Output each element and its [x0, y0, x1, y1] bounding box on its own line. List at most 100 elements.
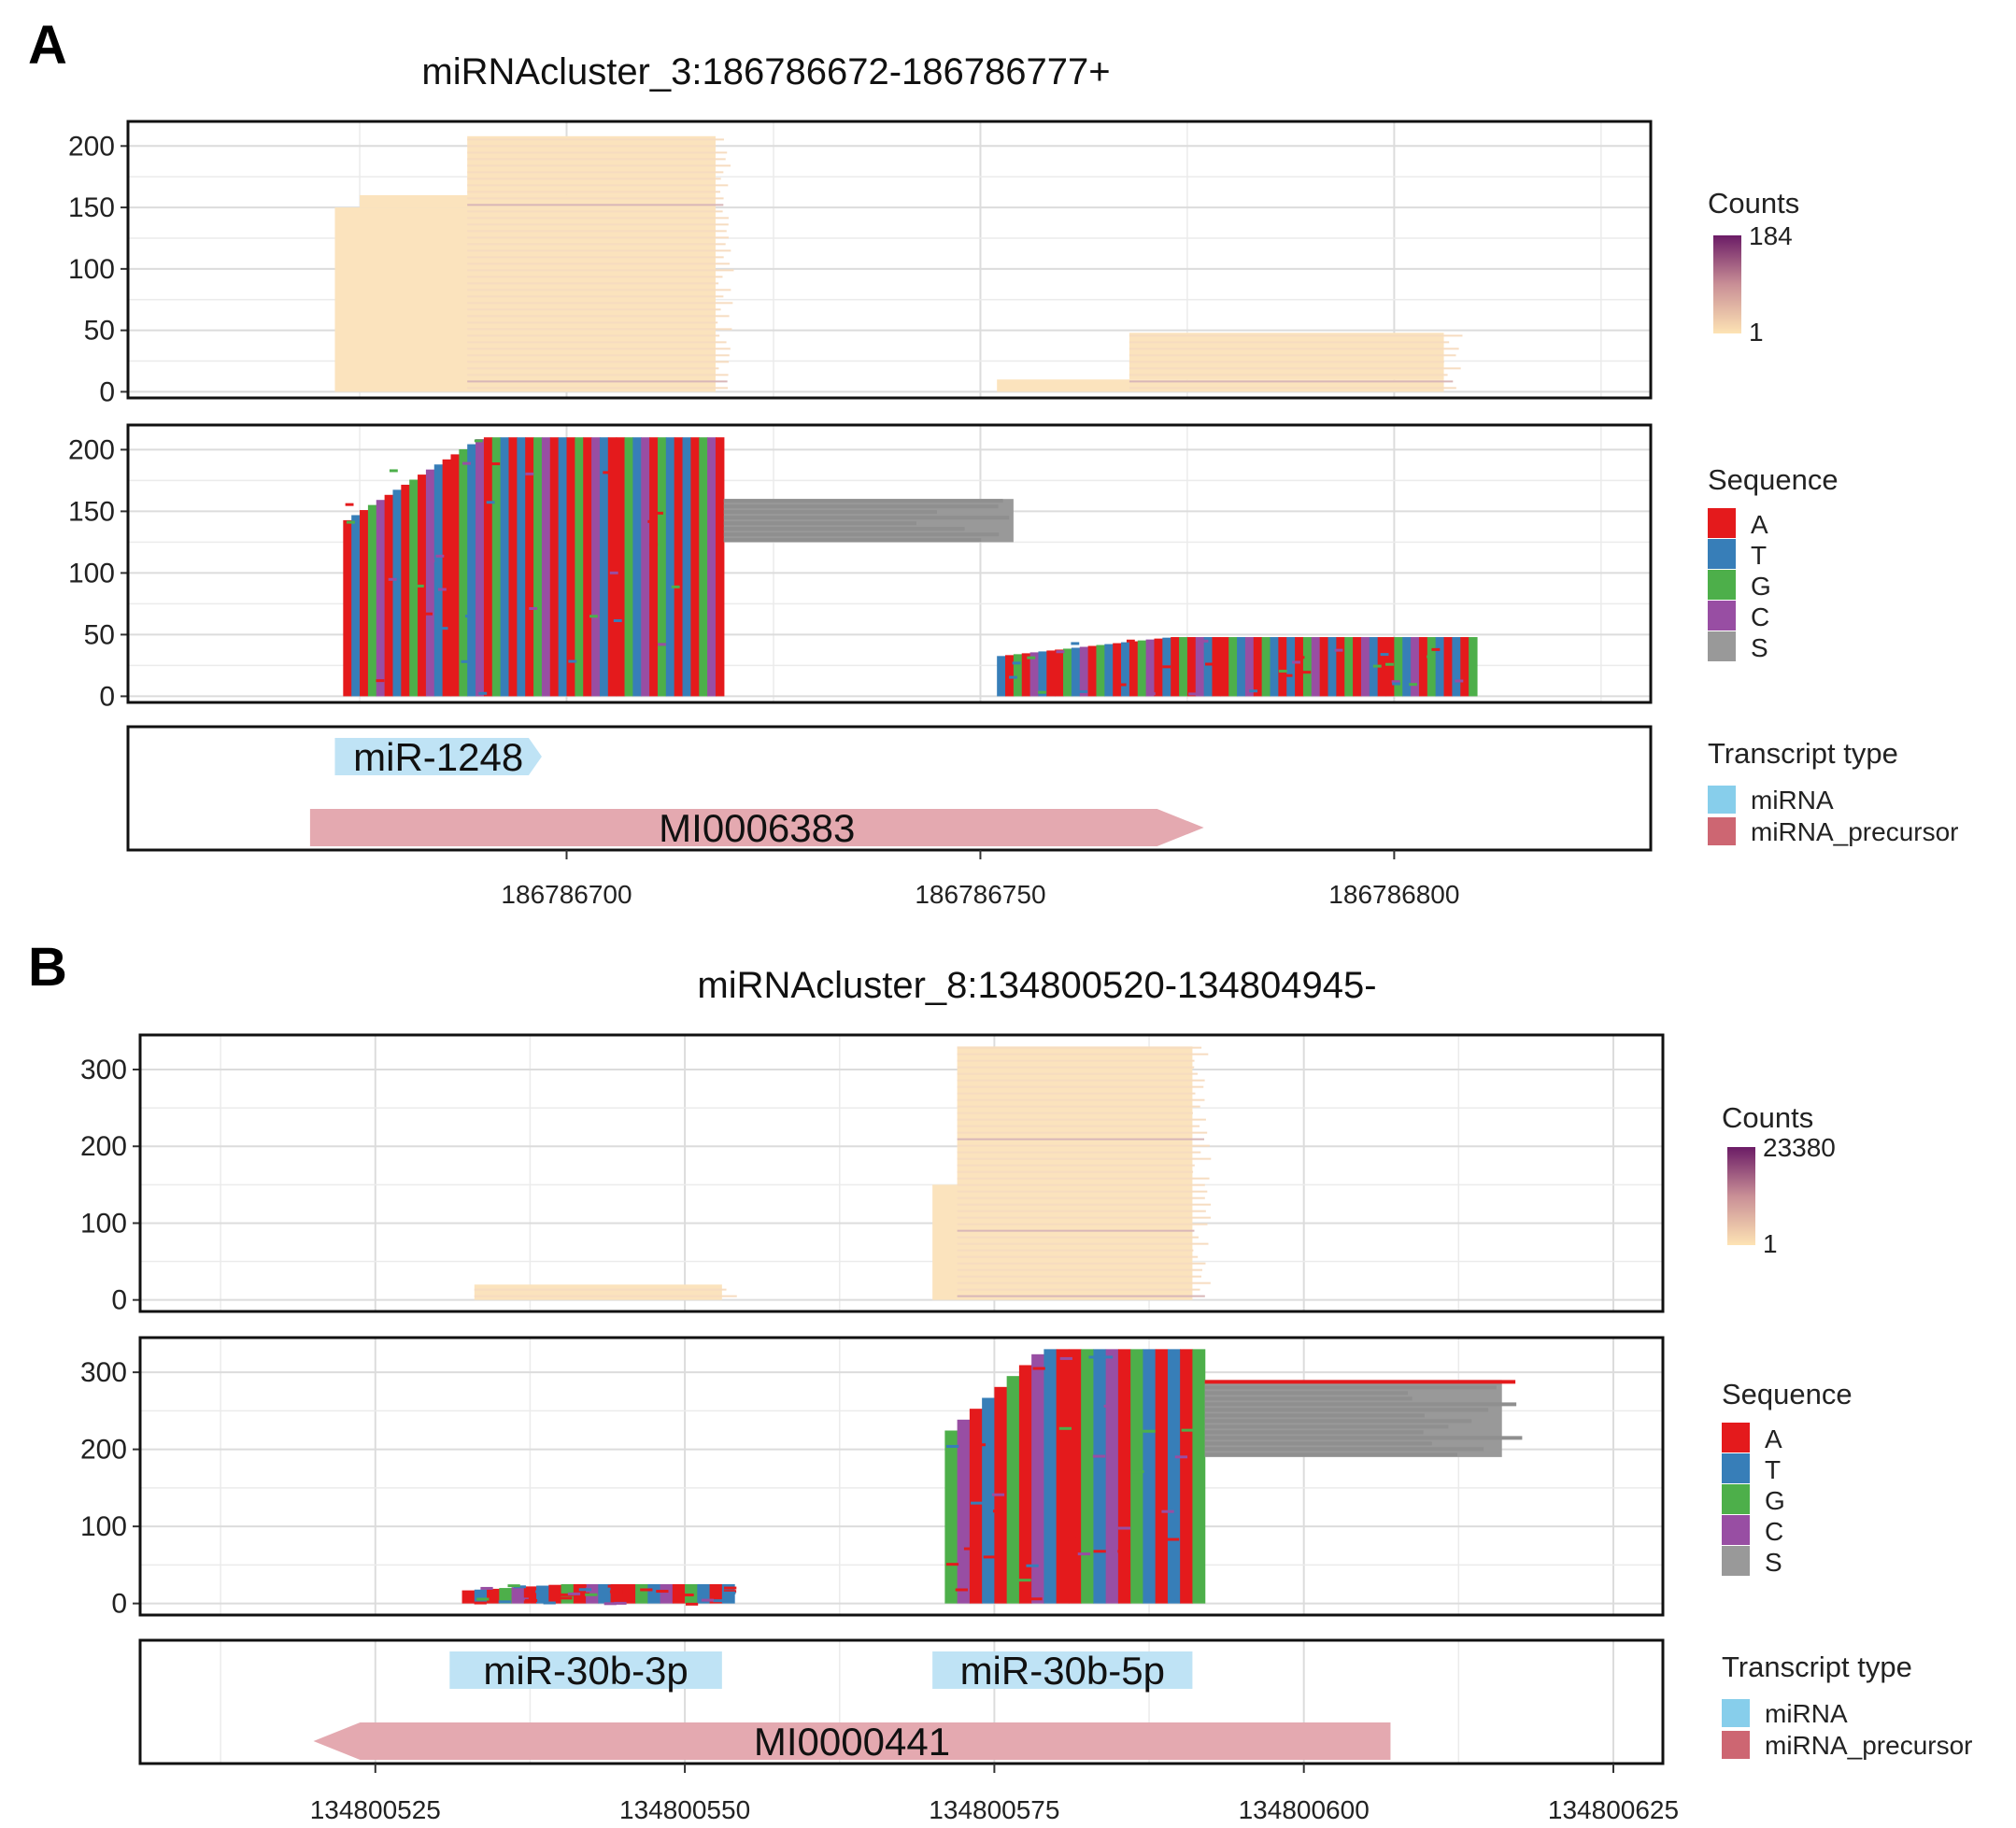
- plot-background: [140, 1338, 1663, 1615]
- panel-border: [138, 1336, 1665, 1617]
- base-column: [1228, 637, 1238, 697]
- base-column: [1167, 1349, 1181, 1604]
- sequence-cluster: [944, 1349, 1206, 1604]
- base-column: [715, 437, 725, 697]
- mismatch-mark: [723, 1591, 736, 1594]
- base-column: [1093, 1349, 1107, 1604]
- mismatch-mark: [1161, 1509, 1174, 1513]
- y-tick-label: 150: [68, 496, 115, 527]
- mismatch-mark: [1162, 665, 1171, 669]
- counts-cluster: [334, 135, 734, 392]
- x-tick-label: 134800600: [1239, 1795, 1370, 1824]
- base-column: [343, 519, 352, 697]
- mismatch-mark: [1079, 689, 1088, 693]
- mismatch-mark: [1032, 1367, 1045, 1370]
- base-column: [1261, 637, 1271, 697]
- base-column: [1038, 651, 1047, 697]
- mismatch-mark: [1392, 682, 1400, 686]
- mismatch-mark: [1117, 683, 1127, 687]
- soft-clip-read: [1204, 1430, 1424, 1435]
- base-column: [1192, 1349, 1206, 1604]
- sequence-legend-label: G: [1751, 572, 1771, 601]
- base-column: [1096, 645, 1105, 697]
- mismatch-mark: [701, 1598, 715, 1602]
- soft-clip-read: [1204, 1380, 1516, 1384]
- panel-border: [126, 120, 1653, 400]
- mismatch-mark: [585, 1593, 598, 1596]
- mismatch-mark: [535, 1590, 548, 1594]
- base-column: [1203, 637, 1214, 697]
- mirna-feature: [334, 738, 542, 775]
- mismatch-mark: [1117, 1526, 1131, 1530]
- base-column: [1043, 1349, 1058, 1604]
- mismatch-mark: [424, 612, 433, 616]
- soft-clip-read: [723, 510, 937, 515]
- transcript-legend-label: miRNA_precursor: [1751, 817, 1959, 846]
- base-column: [433, 464, 444, 697]
- base-column: [1286, 637, 1296, 697]
- y-tick-label: 300: [80, 1055, 127, 1085]
- base-column: [351, 515, 361, 697]
- base-column: [1402, 637, 1412, 697]
- mismatch-mark: [567, 1592, 581, 1595]
- sequence-legend-swatch: [1708, 570, 1736, 600]
- feature-label: miR-1248: [353, 735, 523, 779]
- sequence-legend-label: A: [1751, 510, 1768, 539]
- mismatch-mark: [1026, 1564, 1039, 1567]
- base-column: [598, 1584, 612, 1604]
- base-column: [566, 437, 575, 697]
- soft-clip-read: [1204, 1408, 1489, 1412]
- mismatch-mark: [507, 1584, 520, 1588]
- base-column: [1055, 649, 1064, 697]
- base-column: [376, 500, 386, 697]
- sequence-legend-title: Sequence: [1722, 1378, 1853, 1410]
- y-tick-label: 0: [111, 1589, 127, 1620]
- mismatch-mark: [1205, 662, 1214, 666]
- soft-clip-read: [1204, 1402, 1517, 1407]
- base-column: [1104, 644, 1114, 697]
- mismatch-mark: [603, 1602, 617, 1606]
- base-column: [1121, 642, 1130, 697]
- base-column: [672, 1584, 686, 1604]
- mismatch-mark: [1018, 1579, 1031, 1582]
- base-column: [541, 437, 551, 697]
- base-column: [583, 437, 592, 697]
- base-column: [401, 484, 410, 697]
- soft-clip-read: [1204, 1396, 1413, 1401]
- soft-clip-read: [723, 499, 1003, 503]
- base-column: [599, 437, 609, 697]
- mismatch-mark: [971, 1501, 984, 1505]
- sequence-legend-label: C: [1765, 1517, 1783, 1546]
- base-column: [409, 479, 419, 697]
- transcript-legend-swatch: [1722, 1731, 1750, 1759]
- y-tick-label: 100: [68, 558, 115, 588]
- base-column: [459, 448, 468, 697]
- base-column: [1018, 1365, 1032, 1604]
- base-column: [525, 437, 534, 697]
- soft-clip-read: [723, 521, 916, 526]
- x-tick-label: 186786750: [915, 880, 1045, 909]
- base-column: [425, 469, 435, 697]
- base-column: [1435, 637, 1445, 697]
- mismatch-mark: [983, 1555, 996, 1559]
- sequence-legend-label: G: [1765, 1486, 1785, 1515]
- base-column: [697, 1584, 711, 1604]
- transcript-legend-label: miRNA: [1751, 786, 1834, 815]
- mismatch-mark: [561, 1593, 574, 1596]
- transcript-legend-swatch: [1722, 1699, 1750, 1727]
- counts-reads: [474, 1284, 722, 1300]
- x-tick-label: 134800625: [1548, 1795, 1679, 1824]
- y-tick-label: 50: [84, 316, 115, 347]
- mismatch-mark: [1391, 680, 1400, 684]
- sequence-legend-label: C: [1751, 602, 1769, 631]
- base-column: [500, 437, 510, 697]
- mismatch-mark: [478, 691, 488, 695]
- mismatch-mark: [498, 1600, 511, 1604]
- soft-clip-read: [723, 527, 965, 531]
- sequence-track: 0 100 200 300: [80, 1338, 1663, 1620]
- base-column: [442, 459, 452, 697]
- soft-clip-read: [723, 504, 999, 509]
- base-column: [1195, 637, 1205, 697]
